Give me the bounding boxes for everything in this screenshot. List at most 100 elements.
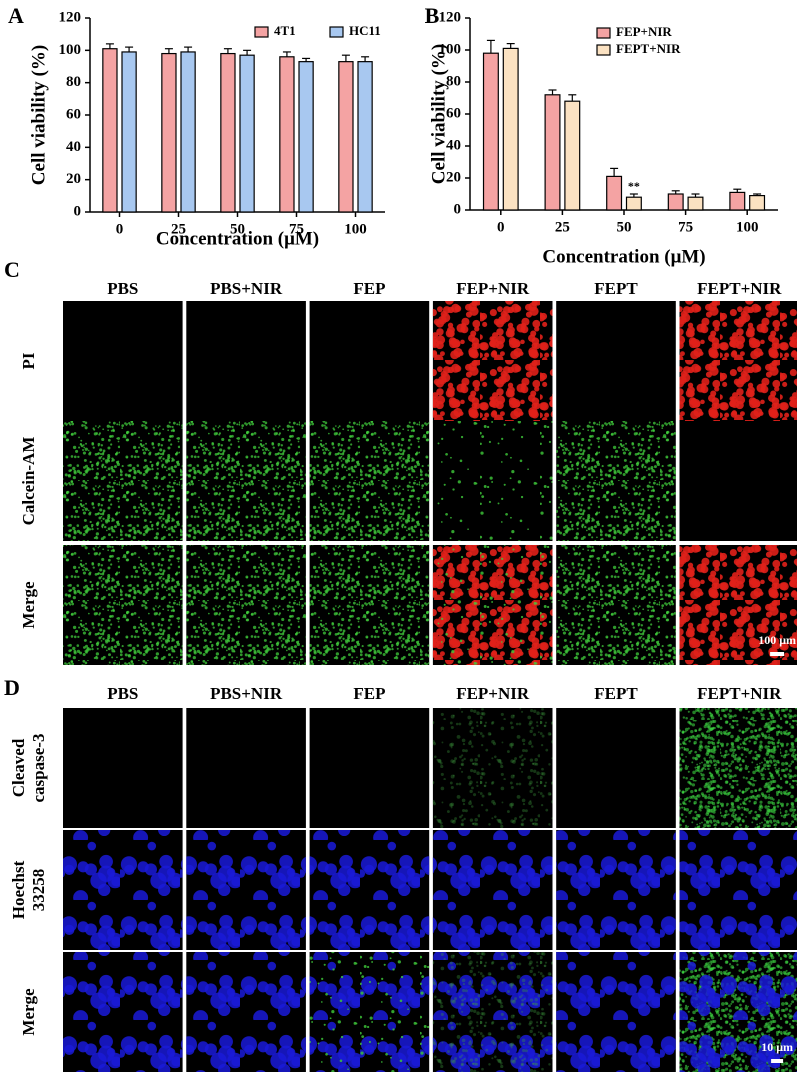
y-tick-label: 20 [66, 171, 81, 187]
bar [687, 196, 704, 211]
error-bar [105, 43, 114, 49]
micrograph-layer [432, 830, 553, 950]
bar [357, 61, 373, 213]
x-axis-label: Concentration (μM) [156, 228, 319, 249]
legend-label: FEPT+NIR [616, 41, 681, 56]
micrograph [556, 301, 676, 421]
bar [502, 47, 519, 211]
error-bar [486, 39, 495, 54]
micrograph-layer [432, 545, 553, 665]
legend-label: FEP+NIR [616, 24, 672, 39]
error-bar [691, 193, 700, 198]
error-bar [125, 46, 134, 52]
y-axis-label: Cell viability (%) [428, 44, 449, 184]
micrograph-layer [679, 708, 797, 828]
micrograph [186, 301, 306, 421]
micrograph-layer [432, 421, 553, 541]
micrograph-layer [432, 952, 553, 1072]
x-tick-label: 25 [555, 219, 570, 235]
error-bar [506, 42, 515, 49]
column-label: PBS+NIR [210, 684, 283, 703]
bar [606, 175, 623, 211]
micrograph-layer [186, 952, 306, 1072]
bar [279, 56, 295, 213]
error-bar [568, 94, 577, 102]
bar [121, 51, 137, 213]
micrograph-layer [309, 421, 430, 541]
error-bar [733, 188, 742, 193]
y-tick-label: 120 [59, 9, 82, 25]
error-bar [223, 48, 232, 54]
micrograph-layer [556, 545, 676, 665]
bar [298, 61, 314, 213]
bar [749, 195, 766, 211]
error-bar [302, 57, 311, 62]
column-label: PBS [107, 279, 138, 298]
bar [220, 52, 236, 213]
x-tick-label: 0 [497, 219, 505, 235]
x-tick-label: 100 [736, 219, 759, 235]
x-tick-label: 100 [344, 221, 367, 237]
legend-label: HC11 [349, 23, 381, 38]
column-label: PBS [107, 684, 138, 703]
x-tick-label: 50 [617, 219, 632, 235]
scale-bar-label: 10 μm [761, 1040, 793, 1054]
error-bar [548, 89, 557, 95]
micrograph-layer [679, 952, 797, 1072]
micrograph-layer [309, 830, 430, 950]
column-label: FEPT+NIR [697, 279, 782, 298]
bar [102, 48, 118, 213]
column-label: FEP+NIR [456, 684, 530, 703]
column-label: PBS+NIR [210, 279, 283, 298]
row-label: Merge [19, 988, 38, 1036]
bar [161, 52, 177, 213]
y-tick-label: 0 [454, 201, 462, 217]
column-label: FEPT [594, 684, 638, 703]
panel-label: C [4, 257, 20, 282]
micrograph [63, 708, 183, 828]
column-label: FEP+NIR [456, 279, 530, 298]
bar [729, 191, 746, 211]
column-label: FEPT [594, 279, 638, 298]
y-tick-label: 100 [439, 41, 462, 57]
y-tick-label: 40 [66, 139, 81, 155]
x-tick-label: 0 [116, 221, 124, 237]
y-tick-label: 100 [59, 42, 82, 58]
legend-swatch [254, 26, 269, 38]
bar [667, 193, 684, 211]
bar [338, 61, 354, 213]
annotation: ** [628, 179, 640, 193]
micrograph-layer [556, 952, 676, 1072]
bar [239, 54, 255, 213]
micrograph-layer [63, 830, 183, 950]
y-tick-label: 60 [66, 106, 81, 122]
bar [564, 100, 581, 211]
micrograph-layer [679, 830, 797, 950]
bar [625, 196, 642, 211]
error-bar [341, 54, 350, 62]
row-label: PI [19, 352, 38, 369]
column-label: FEP [353, 279, 385, 298]
legend-label: 4T1 [274, 23, 296, 38]
micrograph-layer [556, 421, 676, 541]
legend-swatch [596, 44, 611, 56]
y-tick-label: 0 [74, 203, 82, 219]
bar [180, 51, 196, 213]
row-label: Calcein-AM [19, 437, 38, 526]
micrograph-layer [432, 301, 553, 421]
error-bar [243, 49, 252, 56]
y-tick-label: 40 [446, 137, 461, 153]
scale-bar [771, 1059, 784, 1063]
y-tick-label: 60 [446, 105, 461, 121]
scale-bar-label: 100 μm [758, 633, 796, 647]
error-bar [629, 193, 638, 198]
micrograph-layer [186, 545, 306, 665]
error-bar [753, 193, 762, 196]
error-bar [282, 51, 291, 57]
error-bar [361, 56, 370, 62]
micrograph-layer [432, 708, 553, 828]
micrograph-layer [309, 545, 430, 665]
bar [482, 52, 499, 211]
row-label: Hoechst [9, 860, 28, 919]
